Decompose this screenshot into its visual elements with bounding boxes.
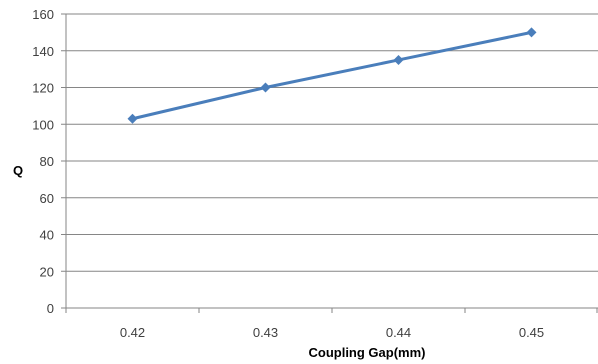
- x-tick-label: 0.43: [253, 325, 278, 340]
- x-tick-label: 0.42: [120, 325, 145, 340]
- x-tick-label: 0.44: [386, 325, 411, 340]
- y-tick-label: 40: [40, 228, 54, 243]
- data-point: [127, 113, 138, 124]
- gridlines: [66, 13, 598, 272]
- x-tick-labels: 0.42 0.43 0.44 0.45: [120, 325, 544, 340]
- series: [127, 27, 537, 124]
- y-tick-label: 60: [40, 191, 54, 206]
- y-tick-labels: 0 20 40 60 80 100 120 140 160: [32, 7, 54, 316]
- x-axis-title: Coupling Gap(mm): [309, 345, 426, 360]
- y-axis-title: Q: [13, 163, 23, 178]
- y-tick-label: 120: [32, 81, 54, 96]
- y-tick-label: 0: [47, 301, 54, 316]
- data-point: [393, 54, 404, 65]
- axes: [61, 13, 598, 313]
- y-tick-label: 20: [40, 264, 54, 279]
- y-tick-label: 80: [40, 154, 54, 169]
- y-tick-label: 140: [32, 44, 54, 59]
- y-tick-label: 160: [32, 7, 54, 22]
- series-line: [132, 30, 532, 121]
- x-tick-label: 0.45: [519, 325, 544, 340]
- data-point: [526, 27, 537, 38]
- y-tick-label: 100: [32, 117, 54, 132]
- data-point: [260, 82, 271, 93]
